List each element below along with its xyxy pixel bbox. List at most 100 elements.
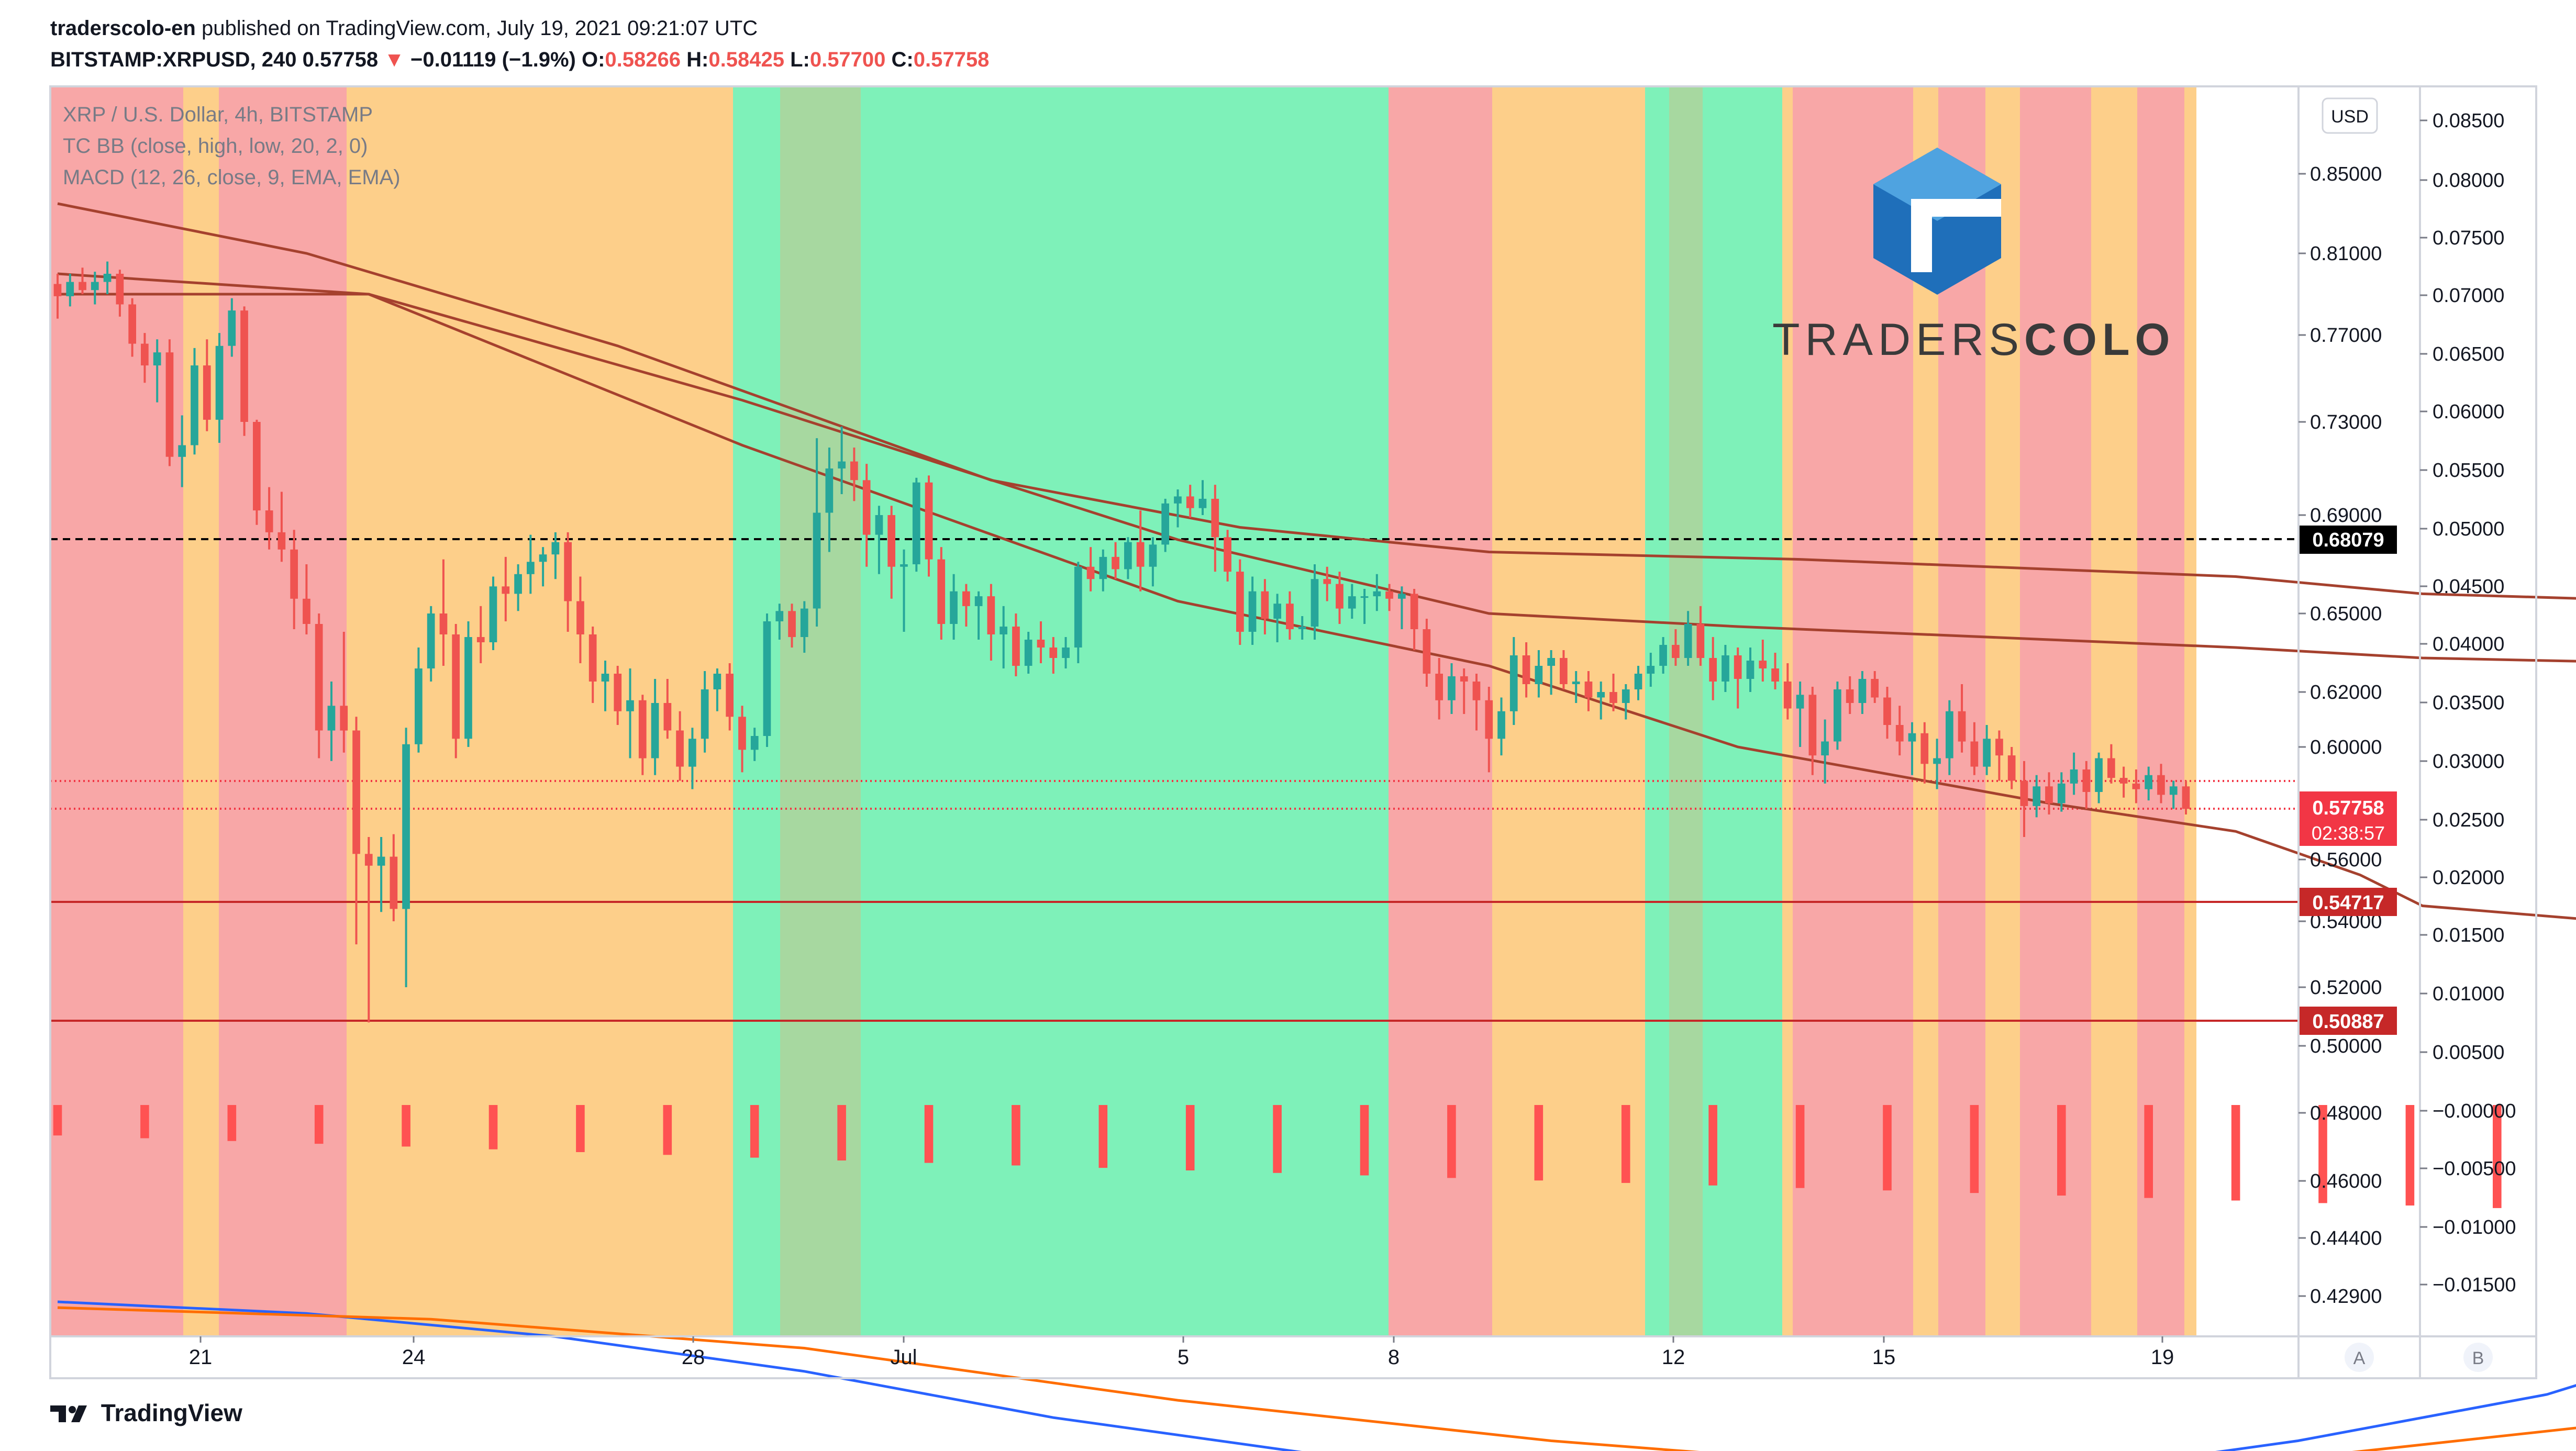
- candle-body: [1062, 648, 1070, 658]
- candle-body: [1099, 556, 1107, 579]
- background-band: [780, 87, 861, 1336]
- price-axis[interactable]: 0.85000 0.81000 0.77000 0.73000 0.69000 0.650…: [2299, 163, 2382, 1308]
- candle-body: [838, 461, 846, 468]
- candle-body: [813, 512, 821, 609]
- candle-body: [327, 706, 336, 731]
- time-tick-label: 28: [682, 1346, 705, 1369]
- macd-axis[interactable]: 0.08500 0.08000 0.07500 0.07000 0.06500 0.060…: [2420, 110, 2516, 1296]
- candle-body: [1908, 733, 1916, 742]
- price-change: −0.01119 (−1.9%): [410, 48, 576, 71]
- candle-body: [1149, 544, 1157, 567]
- time-axis[interactable]: 21 24 28 Jul 5 8 12 15 19: [189, 1336, 2174, 1369]
- candle-body: [1448, 676, 1456, 700]
- price-tick-label: 0.81000: [2310, 243, 2382, 265]
- publisher-name[interactable]: traderscolo-en: [50, 17, 196, 40]
- candle-body: [1783, 682, 1792, 709]
- candle-body: [415, 668, 423, 744]
- tradingview-footer[interactable]: TradingView: [50, 1399, 242, 1427]
- candle-body: [1509, 655, 1518, 711]
- macd-histogram-bar: [837, 1105, 846, 1160]
- usd-button[interactable]: USD: [2322, 97, 2378, 134]
- axis-button-b[interactable]: B: [2463, 1343, 2493, 1372]
- macd-histogram-bar: [1708, 1105, 1717, 1186]
- candle-body: [1012, 627, 1020, 666]
- candle-body: [551, 542, 560, 555]
- axis-a-label[interactable]: A: [2353, 1348, 2366, 1368]
- dashed-level-label: 0.68079: [2312, 529, 2384, 551]
- candle-body: [1174, 496, 1182, 504]
- price-label-support-2: 0.50887: [2300, 1007, 2397, 1035]
- candle-body: [364, 854, 373, 866]
- candle-body: [2157, 775, 2165, 795]
- macd-tick-label: 0.02000: [2433, 867, 2504, 889]
- candle-body: [962, 591, 970, 606]
- candle-body: [1236, 572, 1244, 632]
- candle-body: [1895, 725, 1904, 742]
- candle-body: [228, 310, 236, 346]
- candle-body: [726, 674, 734, 717]
- macd-tick-label: 0.05000: [2433, 518, 2504, 540]
- candle-body: [539, 554, 547, 562]
- candle-body: [1609, 692, 1617, 703]
- usd-button-label[interactable]: USD: [2331, 107, 2369, 127]
- legend-bb[interactable]: TC BB (close, high, low, 20, 2, 0): [63, 135, 368, 158]
- candle-body: [987, 596, 995, 634]
- legend-symbol[interactable]: XRP / U.S. Dollar, 4h, BITSTAMP: [63, 103, 373, 126]
- macd-histogram: [53, 1105, 2502, 1208]
- candle-body: [265, 510, 273, 532]
- candle-body: [1634, 674, 1642, 689]
- candle-body: [576, 601, 584, 634]
- macd-histogram-bar: [488, 1105, 498, 1149]
- macd-histogram-bar: [2493, 1105, 2502, 1208]
- time-tick-label: 15: [1872, 1346, 1896, 1369]
- macd-histogram-bar: [2144, 1105, 2153, 1198]
- candle-body: [1834, 689, 1841, 742]
- candle-body: [191, 365, 198, 445]
- price-tick-label: 0.50000: [2310, 1035, 2382, 1057]
- candle-body: [589, 634, 597, 682]
- watermark-bold: COLO: [2024, 315, 2175, 365]
- price-tick-label: 0.65000: [2310, 603, 2382, 625]
- tradingview-logo-icon: [50, 1405, 87, 1422]
- macd-tick-label: 0.00500: [2433, 1042, 2504, 1064]
- price-tick-label: 0.85000: [2310, 163, 2382, 185]
- background-band: [1913, 87, 1938, 1336]
- candle-body: [850, 461, 858, 481]
- macd-histogram-bar: [924, 1105, 934, 1163]
- background-band: [1645, 87, 1669, 1336]
- axis-b-label[interactable]: B: [2472, 1348, 2484, 1368]
- axis-button-a[interactable]: A: [2345, 1343, 2374, 1372]
- support-2-label: 0.50887: [2312, 1011, 2384, 1033]
- legend-macd[interactable]: MACD (12, 26, close, 9, EMA, EMA): [63, 166, 401, 189]
- symbol[interactable]: BITSTAMP:XRPUSD, 240: [50, 48, 297, 71]
- candle-body: [1410, 594, 1418, 629]
- macd-histogram-bar: [1970, 1105, 1979, 1193]
- bb-upper-line: [57, 202, 2576, 600]
- candle-body: [1808, 695, 1817, 756]
- candle-body: [53, 284, 62, 296]
- macd-tick-label: −0.00500: [2433, 1158, 2516, 1180]
- candle-body: [912, 482, 920, 564]
- candle-body: [887, 515, 895, 567]
- price-tick-label: 0.60000: [2310, 736, 2382, 758]
- candle-body: [116, 274, 124, 305]
- macd-tick-label: −0.00000: [2433, 1100, 2516, 1122]
- macd-histogram-bar: [2405, 1105, 2415, 1206]
- macd-tick-label: 0.03500: [2433, 692, 2504, 714]
- candle-body: [165, 352, 174, 457]
- candle-body: [1821, 741, 1829, 756]
- candle-body: [439, 613, 448, 634]
- candle-body: [1709, 658, 1717, 682]
- candle-body: [1074, 566, 1082, 648]
- candle-body: [937, 559, 946, 624]
- candle-body: [1858, 679, 1867, 703]
- price-tick-label: 0.62000: [2310, 682, 2382, 704]
- candle-body: [974, 596, 983, 606]
- high-label: H:: [686, 48, 709, 71]
- macd-tick-label: 0.04500: [2433, 576, 2504, 598]
- macd-histogram-bar: [1185, 1105, 1195, 1170]
- candle-body: [1547, 658, 1555, 666]
- macd-tick-label: 0.07000: [2433, 285, 2504, 307]
- candle-body: [2169, 786, 2178, 795]
